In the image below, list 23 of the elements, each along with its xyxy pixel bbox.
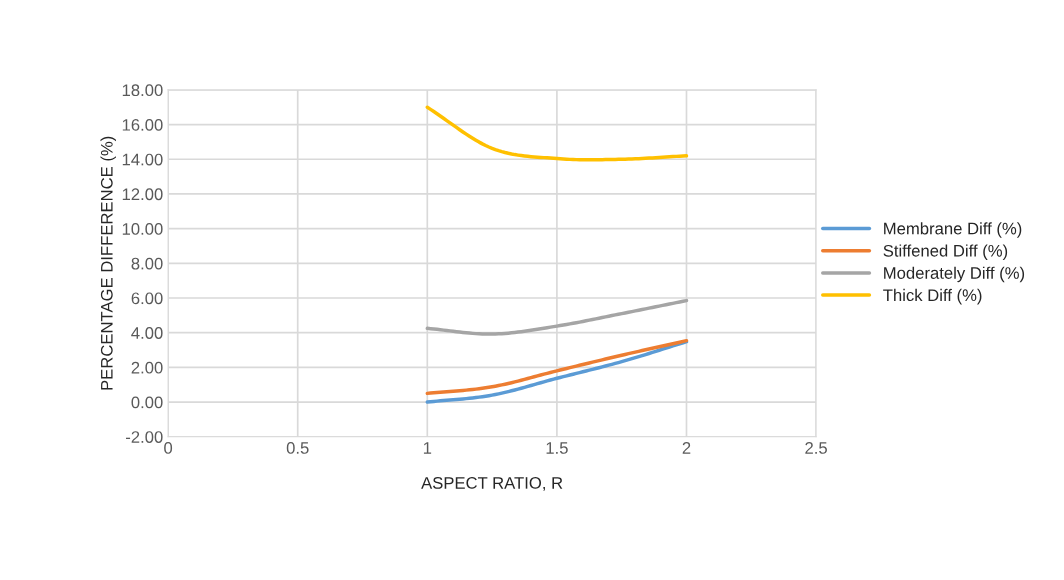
y-tick-label: 6.00 [131,292,163,305]
y-tick-label: 0.00 [131,396,163,409]
y-tick-label: 8.00 [131,257,163,270]
x-tick-label: 0 [164,442,173,454]
y-tick-label: 10.00 [122,223,163,235]
x-tick-label: 1 [423,442,432,454]
y-axis-title: PERCENTAGE DIFFERENCE (%) [100,136,116,390]
legend-label: Membrane Diff (%) [884,222,1022,238]
legend-label: Moderately Diff (%) [884,266,1025,283]
y-tick-label: 14.00 [122,153,163,166]
y-tick-label: 4.00 [131,327,163,339]
legend-label: Thick Diff (%) [883,288,982,305]
y-tick-label: 2.00 [131,361,163,374]
y-tick-label: 16.00 [122,118,163,131]
x-tick-label: 0.5 [286,442,309,454]
y-tick-label: -2.00 [126,431,163,443]
y-tick-label: 18.00 [122,84,163,97]
x-tick-label: 2 [682,442,691,454]
x-tick-label: 2.5 [805,442,827,454]
x-tick-label: 1.5 [546,442,568,454]
y-tick-label: 12.00 [122,188,163,201]
legend-label: Stiffened Diff (%) [883,244,1008,260]
x-axis-title: ASPECT RATIO, R [421,477,563,491]
